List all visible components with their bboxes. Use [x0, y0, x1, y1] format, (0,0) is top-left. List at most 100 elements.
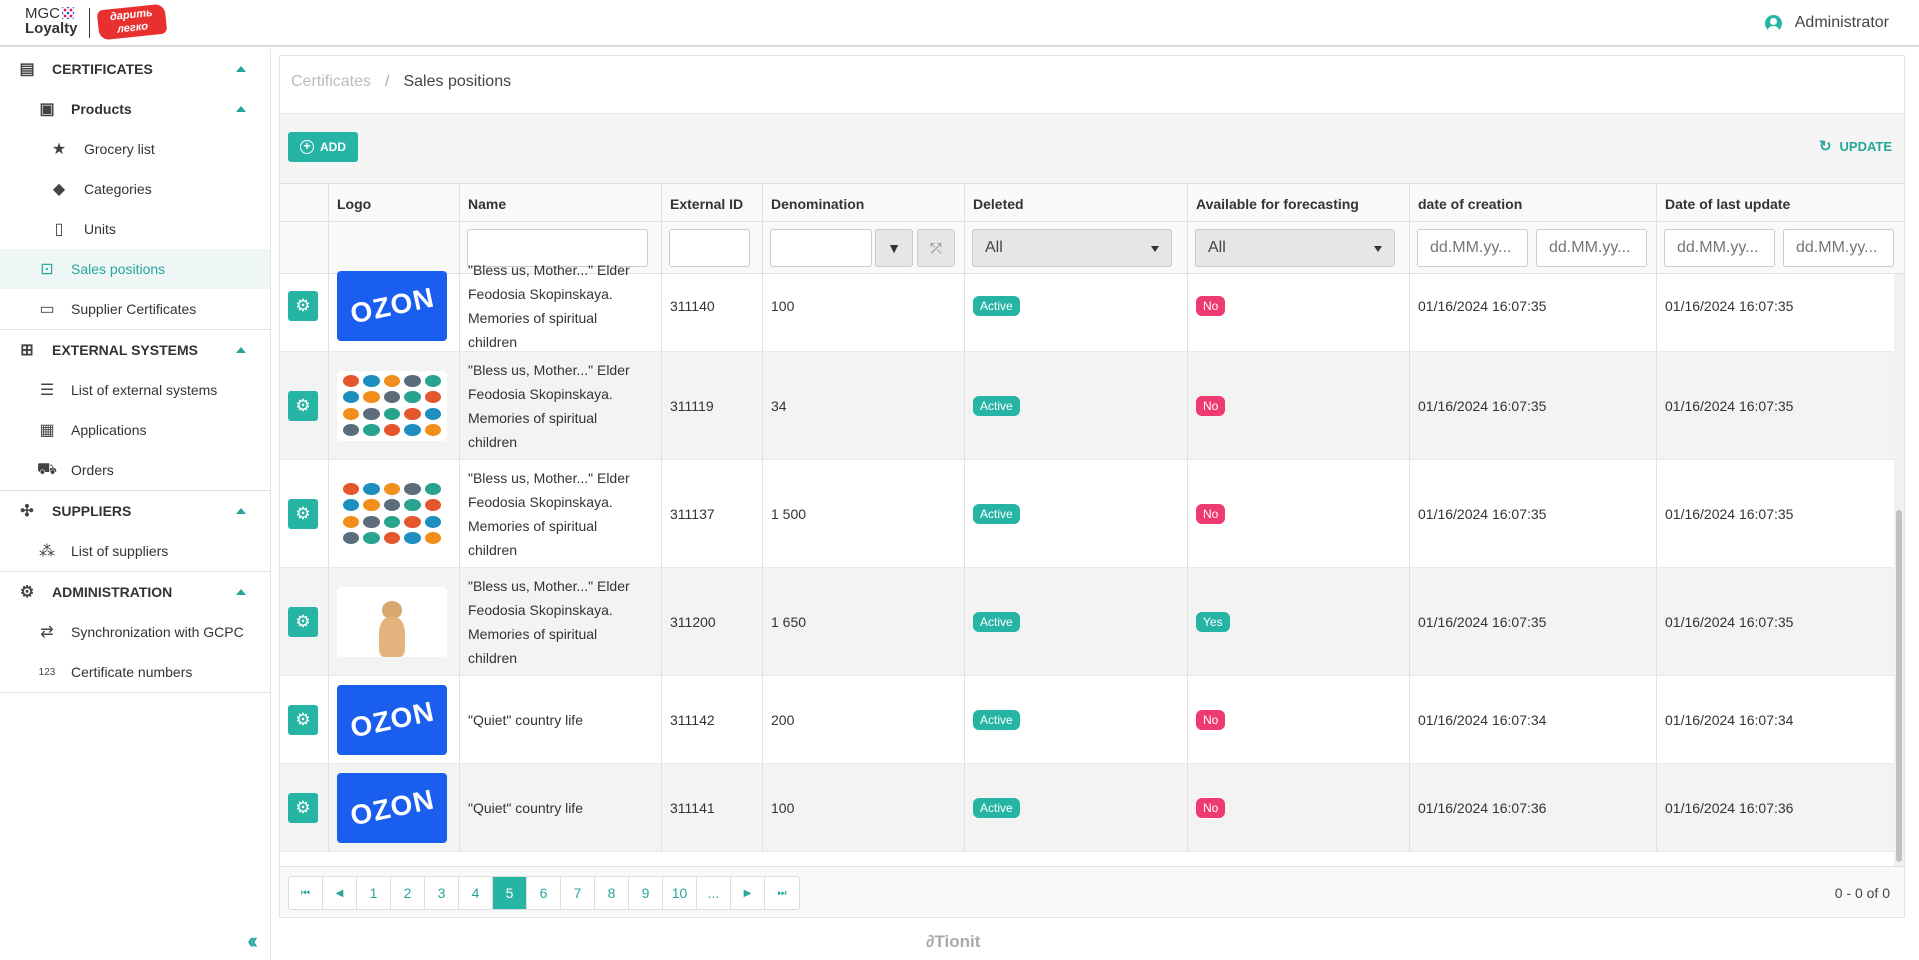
- pattern-dot: [424, 407, 441, 420]
- mgc-loyalty-logo[interactable]: MGC Loyalty: [25, 6, 85, 36]
- next-page-icon[interactable]: ▶: [731, 877, 765, 909]
- cell-external-id: 311200: [661, 568, 762, 675]
- external-id-filter-input[interactable]: [669, 229, 750, 267]
- page-5[interactable]: 5: [493, 877, 527, 909]
- nav-products[interactable]: ▣ Products: [0, 89, 270, 129]
- cat-photo-image: [337, 586, 447, 657]
- user-menu[interactable]: Administrator: [1764, 12, 1889, 34]
- network-icon: ✣: [20, 503, 34, 520]
- table-row[interactable]: ⚙ OZON "Bless us, Mother..." Elder Feodosia…: [280, 260, 1904, 352]
- page-10[interactable]: 10: [663, 877, 697, 909]
- scrollbar-thumb[interactable]: [1896, 510, 1902, 862]
- clear-filter-icon[interactable]: ⤱: [917, 229, 955, 267]
- nav-orders[interactable]: ⛟ Orders: [0, 450, 270, 490]
- table-row[interactable]: ⚙ "Bless us, Mother..." Elder Feodosia Sko…: [280, 352, 1904, 460]
- pattern-dot: [404, 482, 421, 495]
- status-badge: Active: [973, 395, 1020, 416]
- page-2[interactable]: 2: [391, 877, 425, 909]
- add-button-label: ADD: [320, 140, 346, 154]
- filter-funnel-icon[interactable]: ▼: [875, 229, 913, 267]
- nav-supplier-certificates[interactable]: ▭ Supplier Certificates: [0, 289, 270, 329]
- col-external-id[interactable]: External ID: [661, 184, 762, 223]
- page-7[interactable]: 7: [561, 877, 595, 909]
- col-date-creation[interactable]: date of creation: [1409, 184, 1656, 223]
- last-page-icon[interactable]: ⏭: [777, 887, 787, 899]
- creation-date-to[interactable]: dd.MM.yy...: [1536, 229, 1647, 267]
- product-name-line: Feodosia Skopinskaya.: [468, 601, 613, 618]
- cell-forecasting: No: [1187, 460, 1409, 567]
- name-filter-input[interactable]: [467, 229, 648, 267]
- page-6[interactable]: 6: [527, 877, 561, 909]
- row-settings-gear-icon[interactable]: ⚙: [288, 704, 318, 735]
- first-page-icon[interactable]: ⏮: [289, 877, 323, 909]
- page-3[interactable]: 3: [425, 877, 459, 909]
- breadcrumb-parent[interactable]: Certificates: [291, 73, 372, 90]
- nav-label: Sales positions: [71, 261, 166, 277]
- row-settings-gear-icon[interactable]: ⚙: [288, 792, 318, 823]
- nav-suppliers[interactable]: ✣ SUPPLIERS: [0, 491, 270, 531]
- denomination-filter-input[interactable]: [770, 229, 872, 267]
- update-date-to[interactable]: dd.MM.yy...: [1783, 229, 1894, 267]
- nav-categories[interactable]: ◆ Categories: [0, 169, 270, 209]
- table-row[interactable]: ⚙ "Bless us, Mother..." Elder Feodosia Sko…: [280, 460, 1904, 568]
- col-name[interactable]: Name: [459, 184, 661, 223]
- numbers-icon: 123: [38, 666, 56, 678]
- nav-certificates[interactable]: ▤ CERTIFICATES: [0, 49, 270, 89]
- nav-external-systems[interactable]: ⊞ EXTERNAL SYSTEMS: [0, 330, 270, 370]
- pattern-dot: [343, 391, 360, 403]
- nav-group-certificates: ▤ CERTIFICATES ▣ Products ★ Grocery list…: [0, 49, 270, 330]
- nav-list-of-external-systems[interactable]: ☰ List of external systems: [0, 370, 270, 410]
- cell-denomination: 100: [762, 764, 964, 851]
- row-settings-gear-icon[interactable]: ⚙: [288, 390, 318, 421]
- row-settings-gear-icon[interactable]: ⚙: [288, 498, 318, 529]
- table-scrollbar[interactable]: [1894, 274, 1904, 866]
- creation-date-from[interactable]: dd.MM.yy...: [1417, 229, 1528, 267]
- update-date-from[interactable]: dd.MM.yy...: [1664, 229, 1775, 267]
- status-badge: Active: [973, 611, 1020, 632]
- add-button[interactable]: + ADD: [288, 132, 358, 162]
- cell-name: "Bless us, Mother..." Elder Feodosia Skop…: [459, 460, 661, 567]
- nav-list-of-suppliers[interactable]: ⁂ List of suppliers: [0, 531, 270, 571]
- forecasting-filter-select[interactable]: All: [1195, 229, 1395, 267]
- pattern-dot: [363, 532, 380, 544]
- row-settings-gear-icon[interactable]: ⚙: [288, 290, 318, 321]
- double-chevron-left-icon[interactable]: ‹‹: [247, 928, 257, 953]
- page-1[interactable]: 1: [357, 877, 391, 909]
- cell-actions: ⚙: [280, 676, 328, 763]
- pattern-dot: [343, 424, 360, 436]
- pattern-dot: [363, 407, 380, 420]
- product-name: "Quiet" country life: [468, 796, 589, 820]
- page-9[interactable]: 9: [629, 877, 663, 909]
- page-8[interactable]: 8: [595, 877, 629, 909]
- col-logo[interactable]: Logo: [328, 184, 459, 223]
- prev-page-icon[interactable]: ◀: [323, 877, 357, 909]
- col-forecasting[interactable]: Available for forecasting: [1187, 184, 1409, 223]
- table-row[interactable]: ⚙ "Bless us, Mother..." Elder Feodosia Sko…: [280, 568, 1904, 676]
- cell-date-update: 01/16/2024 16:07:35: [1656, 352, 1904, 459]
- deleted-filter-select[interactable]: All: [972, 229, 1172, 267]
- col-deleted[interactable]: Deleted: [964, 184, 1187, 223]
- cell-actions: ⚙: [280, 568, 328, 675]
- pattern-dot: [424, 424, 441, 436]
- cell-deleted: Active: [964, 676, 1187, 763]
- nav-administration[interactable]: ⚙ ADMINISTRATION: [0, 572, 270, 612]
- nav-grocery-list[interactable]: ★ Grocery list: [0, 129, 270, 169]
- nav-synchronization-gcpc[interactable]: ⇄ Synchronization with GCPC: [0, 612, 270, 652]
- cell-denomination: 200: [762, 676, 964, 763]
- col-denomination[interactable]: Denomination: [762, 184, 964, 223]
- filter-date-creation-cell: dd.MM.yy... dd.MM.yy...: [1409, 222, 1656, 274]
- col-date-update[interactable]: Date of last update: [1656, 184, 1904, 223]
- nav-sales-positions[interactable]: ⊡ Sales positions: [0, 249, 270, 289]
- nav-label: Supplier Certificates: [71, 301, 197, 317]
- update-button[interactable]: ↻ UPDATE: [1819, 137, 1892, 155]
- nav-group-external-systems: ⊞ EXTERNAL SYSTEMS ☰ List of external sy…: [0, 330, 270, 491]
- page-ellipsis[interactable]: ...: [697, 877, 731, 909]
- table-row[interactable]: ⚙ OZON "Quiet" country life 311142 200 Active…: [280, 676, 1904, 764]
- nav-units[interactable]: ▯ Units: [0, 209, 270, 249]
- row-settings-gear-icon[interactable]: ⚙: [288, 606, 318, 637]
- nav-certificate-numbers[interactable]: 123 Certificate numbers: [0, 652, 270, 692]
- table-row[interactable]: ⚙ OZON "Quiet" country life 311141 100 Active…: [280, 764, 1904, 852]
- page-4[interactable]: 4: [459, 877, 493, 909]
- cell-forecasting: Yes: [1187, 568, 1409, 675]
- nav-applications[interactable]: ▦ Applications: [0, 410, 270, 450]
